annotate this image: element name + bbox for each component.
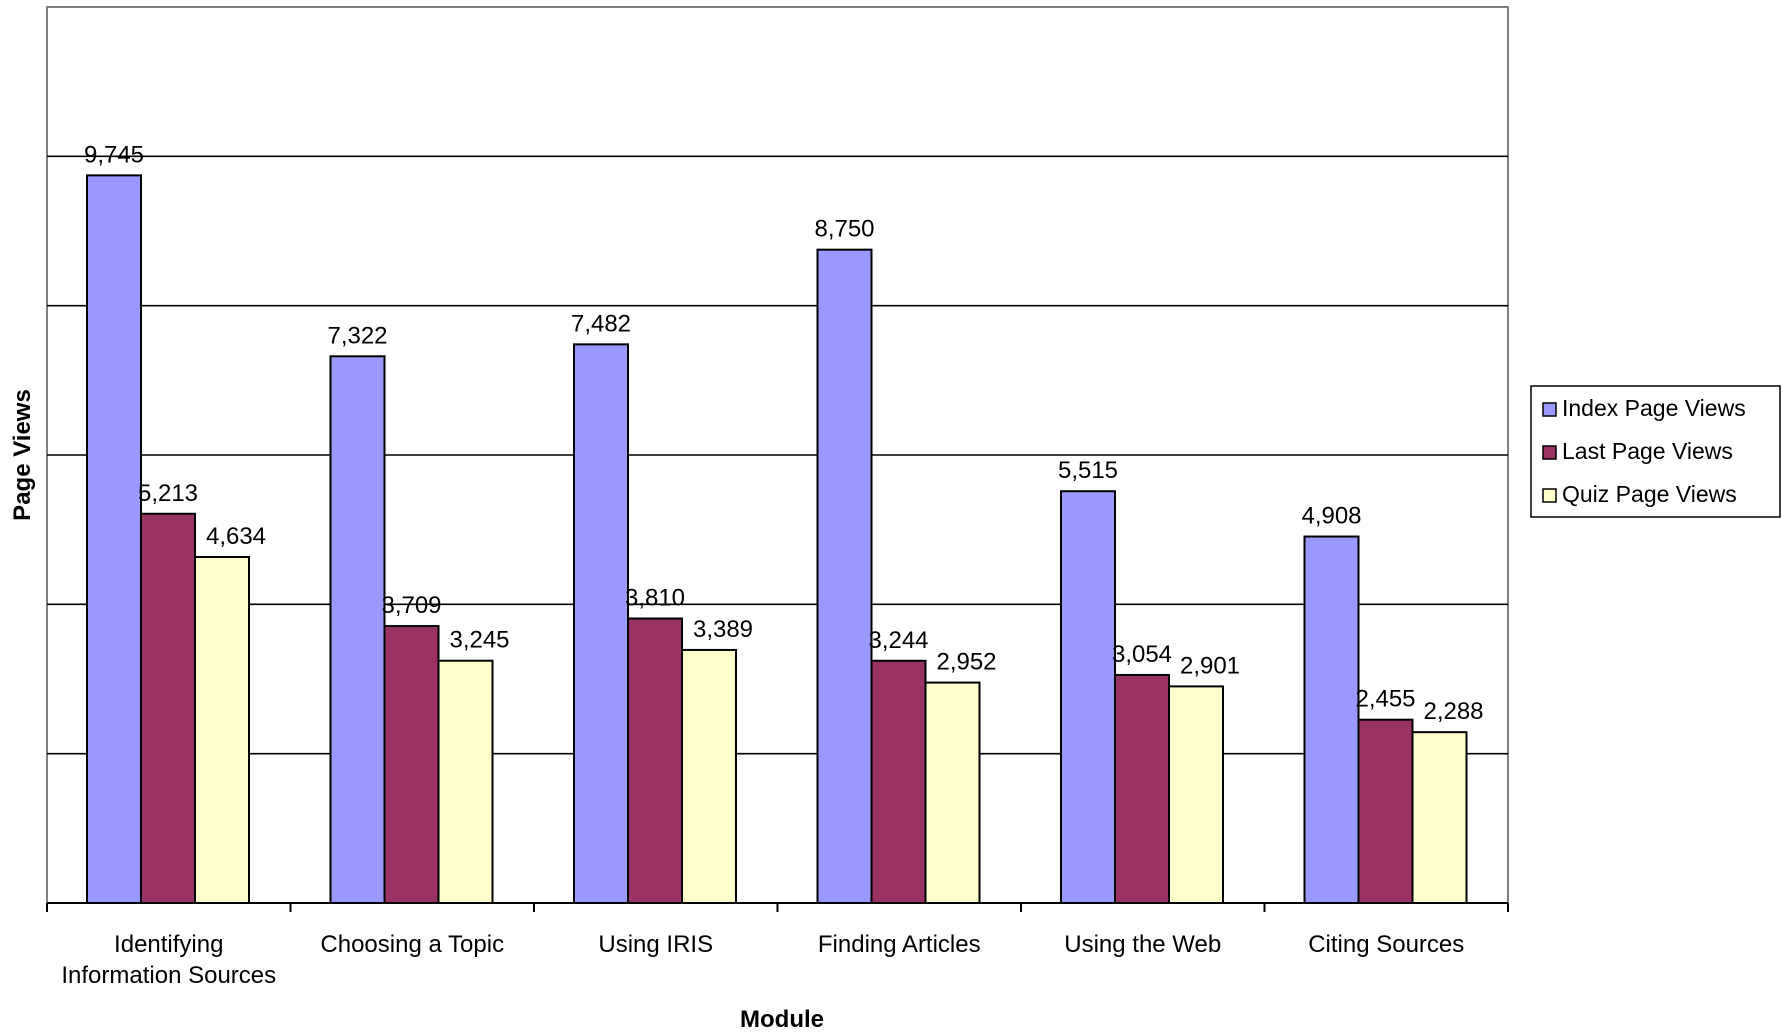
bar — [816, 248, 873, 904]
data-label: 4,908 — [1301, 503, 1361, 530]
x-tick-label: Using IRIS — [598, 931, 713, 958]
bar — [140, 512, 196, 905]
data-label: 9,745 — [84, 141, 144, 168]
data-labels: 9,745 7,322 7,482 8,750 5,515 4,908 5,213 3,709… — [84, 141, 1484, 725]
x-tick-label: Information Sources — [61, 962, 276, 989]
bar — [924, 681, 981, 904]
bar — [1168, 685, 1224, 905]
legend: Index Page Views Last Page Views Quiz Page… — [1530, 385, 1781, 518]
data-label: 7,322 — [327, 322, 387, 349]
bar — [1114, 673, 1170, 905]
x-tick-label: Choosing a Topic — [320, 931, 504, 958]
y-axis-title: Page Views — [9, 389, 36, 521]
bar — [681, 648, 737, 904]
legend-label: Index Page Views — [1562, 395, 1746, 421]
x-axis: Identifying Information Sources Choosing a… — [46, 902, 1509, 989]
data-label: 5,515 — [1058, 457, 1118, 484]
legend-swatch — [1542, 445, 1557, 460]
data-label: 3,810 — [625, 585, 685, 612]
data-label: 3,244 — [868, 627, 928, 654]
data-label: 2,901 — [1180, 652, 1240, 679]
bars — [86, 174, 1468, 905]
bar — [1411, 731, 1468, 904]
bar — [1060, 490, 1116, 904]
legend-swatch — [1542, 402, 1557, 417]
x-tick-label: Identifying — [114, 931, 223, 958]
legend-label: Last Page Views — [1562, 438, 1733, 464]
bar — [194, 555, 250, 905]
data-label: 8,750 — [814, 216, 874, 243]
bar — [870, 659, 927, 904]
data-label: 3,709 — [381, 592, 441, 619]
bar — [627, 617, 683, 905]
bar — [1357, 718, 1414, 905]
data-label: 3,245 — [449, 627, 509, 654]
data-label: 2,288 — [1423, 698, 1483, 725]
legend-box — [1530, 385, 1781, 518]
data-label: 3,054 — [1112, 641, 1172, 668]
data-label: 4,634 — [206, 523, 266, 550]
bar — [573, 343, 629, 904]
data-label: 5,213 — [138, 480, 198, 507]
data-label: 7,482 — [571, 310, 631, 337]
data-label: 3,389 — [693, 616, 753, 643]
data-label: 2,952 — [936, 649, 996, 676]
x-tick-label: Using the Web — [1064, 931, 1221, 958]
x-tick-label: Citing Sources — [1308, 931, 1464, 958]
bar — [86, 174, 142, 904]
data-label: 2,455 — [1355, 686, 1415, 713]
bar — [383, 625, 440, 904]
bar — [437, 659, 494, 904]
bar — [329, 355, 386, 905]
bar — [1303, 535, 1360, 904]
gridlines — [46, 6, 1509, 904]
x-axis-title: Module — [740, 1006, 824, 1028]
legend-label: Quiz Page Views — [1562, 481, 1737, 507]
x-tick-label: Finding Articles — [818, 931, 981, 958]
legend-swatch — [1542, 488, 1557, 503]
